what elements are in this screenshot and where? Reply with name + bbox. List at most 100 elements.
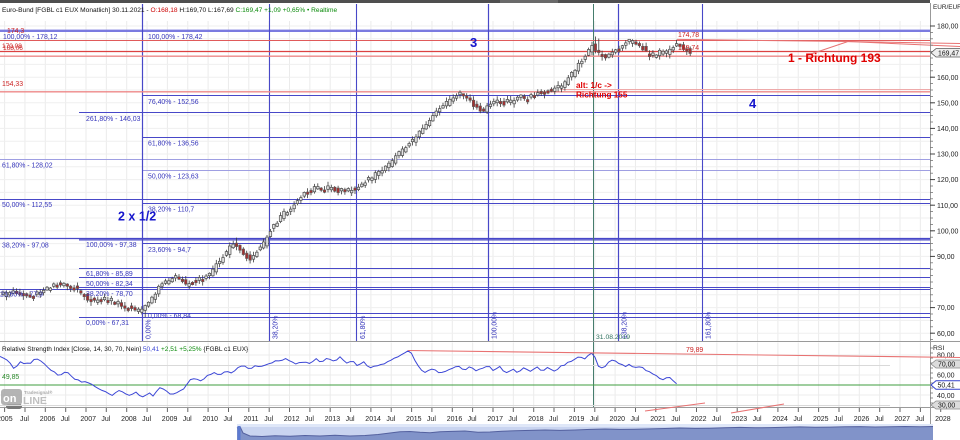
- svg-text:Jul: Jul: [508, 416, 517, 423]
- svg-text:Jul: Jul: [631, 416, 640, 423]
- svg-text:169,47: 169,47: [938, 50, 959, 57]
- svg-text:79,89: 79,89: [686, 347, 703, 354]
- svg-text:60,00: 60,00: [937, 331, 955, 338]
- svg-text:2020: 2020: [610, 416, 626, 423]
- svg-text:Jul: Jul: [142, 416, 151, 423]
- svg-text:61,80% - 136,56: 61,80% - 136,56: [148, 141, 199, 148]
- svg-text:49,85: 49,85: [2, 374, 19, 381]
- svg-text:38,20%: 38,20%: [273, 316, 280, 339]
- svg-text:100,00: 100,00: [937, 228, 959, 235]
- svg-text:Jul: Jul: [549, 416, 558, 423]
- svg-text:Jul: Jul: [753, 416, 762, 423]
- svg-text:alt: 1/c ->: alt: 1/c ->: [576, 81, 612, 90]
- svg-text:100,00% - 178,12: 100,00% - 178,12: [3, 34, 58, 41]
- svg-text:23,60% - 94,7: 23,60% - 94,7: [148, 247, 191, 254]
- svg-text:70,00: 70,00: [937, 305, 955, 312]
- svg-text:100,00% - 178,42: 100,00% - 178,42: [148, 34, 203, 41]
- svg-text:Jul: Jul: [671, 416, 680, 423]
- svg-text:50,00% - 112,55: 50,00% - 112,55: [2, 202, 52, 209]
- svg-text:50,41: 50,41: [938, 383, 955, 390]
- svg-text:Jul: Jul: [264, 416, 273, 423]
- svg-text:Jul: Jul: [590, 416, 599, 423]
- svg-text:Jul: Jul: [468, 416, 477, 423]
- svg-text:Relative Strength Index [Close: Relative Strength Index [Close, 14, 30, …: [2, 346, 249, 353]
- svg-text:169,74: 169,74: [678, 45, 699, 52]
- svg-text:80,00: 80,00: [937, 353, 955, 360]
- svg-text:61,80% - 85,89: 61,80% - 85,89: [86, 271, 133, 278]
- svg-text:2022: 2022: [691, 416, 707, 423]
- svg-text:2019: 2019: [569, 416, 585, 423]
- svg-text:120,00: 120,00: [937, 177, 959, 184]
- svg-text:RSI: RSI: [933, 345, 944, 352]
- svg-text:Jul: Jul: [305, 416, 314, 423]
- svg-text:Richtung 155: Richtung 155: [576, 91, 628, 100]
- svg-text:Euro-Bund [FGBL c1 EUX Monatli: Euro-Bund [FGBL c1 EUX Monatlich] 30.11.…: [2, 7, 338, 14]
- svg-text:30,00: 30,00: [938, 403, 955, 410]
- svg-text:1 - Richtung 193: 1 - Richtung 193: [788, 51, 881, 65]
- svg-text:38,20% - 110,7: 38,20% - 110,7: [148, 207, 194, 214]
- svg-text:61,80% - 128,02: 61,80% - 128,02: [2, 163, 53, 170]
- svg-text:38,20% - 97,08: 38,20% - 97,08: [2, 243, 49, 250]
- svg-text:138,20%: 138,20%: [622, 312, 629, 339]
- svg-text:2027: 2027: [894, 416, 910, 423]
- svg-text:2011: 2011: [243, 416, 258, 423]
- svg-text:261,80% - 146,03: 261,80% - 146,03: [86, 116, 141, 123]
- svg-text:0,00% - 67,31: 0,00% - 67,31: [86, 320, 129, 327]
- svg-text:Jul: Jul: [101, 416, 110, 423]
- svg-text:2023: 2023: [732, 416, 748, 423]
- svg-text:61,80%: 61,80%: [360, 316, 367, 339]
- svg-text:2009: 2009: [162, 416, 178, 423]
- svg-text:Jul: Jul: [20, 416, 29, 423]
- svg-text:50,00% - 82,34: 50,00% - 82,34: [86, 281, 133, 288]
- svg-text:0,00% - 68,84: 0,00% - 68,84: [148, 313, 191, 320]
- svg-text:Jul: Jul: [183, 416, 192, 423]
- svg-text:Jul: Jul: [386, 416, 395, 423]
- svg-text:31.08.2019: 31.08.2019: [596, 334, 630, 341]
- svg-text:2024: 2024: [772, 416, 788, 423]
- svg-text:110,00: 110,00: [937, 203, 958, 210]
- svg-text:161,80%: 161,80%: [706, 312, 713, 339]
- svg-text:174,3: 174,3: [7, 28, 24, 35]
- svg-text:2015: 2015: [406, 416, 422, 423]
- svg-text:2017: 2017: [487, 416, 503, 423]
- svg-text:2028: 2028: [935, 416, 951, 423]
- svg-text:LINE: LINE: [23, 395, 47, 407]
- svg-text:2026: 2026: [854, 416, 870, 423]
- svg-text:2008: 2008: [121, 416, 137, 423]
- svg-text:23,60% - 77,9: 23,60% - 77,9: [0, 292, 43, 299]
- svg-text:2014: 2014: [365, 416, 381, 423]
- svg-text:EUR/EUR: EUR/EUR: [933, 4, 960, 11]
- svg-text:2 x 1/2: 2 x 1/2: [118, 210, 156, 224]
- svg-text:60,00: 60,00: [937, 373, 955, 380]
- svg-text:2025: 2025: [813, 416, 829, 423]
- svg-text:2018: 2018: [528, 416, 544, 423]
- svg-text:2005: 2005: [0, 416, 13, 423]
- svg-text:Jul: Jul: [61, 416, 70, 423]
- svg-text:Jul: Jul: [793, 416, 802, 423]
- svg-text:180,00: 180,00: [937, 24, 959, 31]
- svg-text:50,00% - 123,63: 50,00% - 123,63: [148, 174, 199, 181]
- svg-text:76,40% - 152,56: 76,40% - 152,56: [148, 99, 199, 106]
- svg-text:Jul: Jul: [224, 416, 233, 423]
- svg-text:140,00: 140,00: [937, 126, 959, 133]
- svg-text:2010: 2010: [203, 416, 219, 423]
- svg-text:3: 3: [470, 35, 477, 50]
- svg-text:38,20% - 78,70: 38,20% - 78,70: [86, 291, 133, 298]
- svg-text:Jul: Jul: [915, 416, 924, 423]
- svg-text:2021: 2021: [650, 416, 666, 423]
- svg-text:70,00: 70,00: [938, 362, 955, 369]
- svg-text:170,08: 170,08: [2, 43, 22, 50]
- svg-text:on: on: [3, 393, 17, 405]
- svg-text:174,78: 174,78: [678, 32, 699, 39]
- svg-text:4: 4: [749, 96, 757, 111]
- svg-text:Tradesignal®: Tradesignal®: [24, 389, 53, 395]
- svg-text:Jul: Jul: [346, 416, 355, 423]
- svg-text:2013: 2013: [325, 416, 341, 423]
- svg-text:90,00: 90,00: [937, 254, 955, 261]
- svg-text:130,00: 130,00: [937, 152, 959, 159]
- svg-text:2016: 2016: [447, 416, 463, 423]
- svg-text:2006: 2006: [40, 416, 56, 423]
- svg-text:160,00: 160,00: [937, 75, 959, 82]
- svg-text:168,06: 168,06: [3, 45, 23, 52]
- svg-text:2012: 2012: [284, 416, 300, 423]
